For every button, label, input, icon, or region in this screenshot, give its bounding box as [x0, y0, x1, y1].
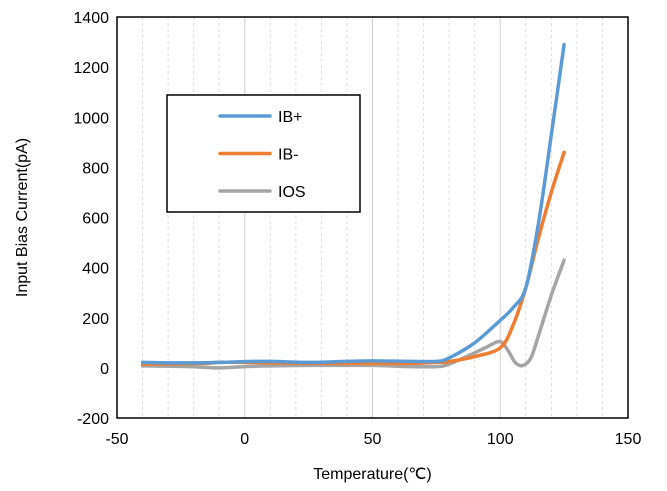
x-axis-title: Temperature(℃): [313, 466, 431, 483]
y-axis-title: Input Bias Current(pA): [14, 138, 31, 297]
tick-labels: -50 0 50 100 150 -200 0 200 400 600 800 1000 1200 140…: [73, 10, 641, 448]
grid: [142, 17, 603, 418]
plot-area-frame: [116, 16, 629, 419]
y-tick-label: -200: [77, 411, 109, 428]
legend-label: IOS: [278, 184, 306, 201]
legend-label: IB-: [278, 147, 298, 164]
x-tick-label: 100: [487, 431, 514, 448]
y-tick-label: 400: [82, 261, 109, 278]
y-tick-label: 800: [82, 160, 109, 177]
x-tick-label: 50: [364, 431, 382, 448]
series-line-ib: [140, 42, 566, 365]
series-line-ios: [140, 258, 566, 370]
y-tick-label: 1200: [73, 60, 109, 77]
y-tick-label: 200: [82, 311, 109, 328]
x-tick-label: 0: [240, 431, 249, 448]
x-tick-label: 150: [615, 431, 642, 448]
y-tick-label: 1400: [73, 10, 109, 27]
legend-label: IB+: [278, 109, 302, 126]
y-tick-label: 600: [82, 211, 109, 228]
y-tick-label: 0: [100, 361, 109, 378]
x-tick-label: -50: [105, 431, 128, 448]
y-tick-label: 1000: [73, 110, 109, 127]
series-layer: [140, 42, 566, 370]
legend: IB+ IB- IOS: [166, 94, 361, 213]
